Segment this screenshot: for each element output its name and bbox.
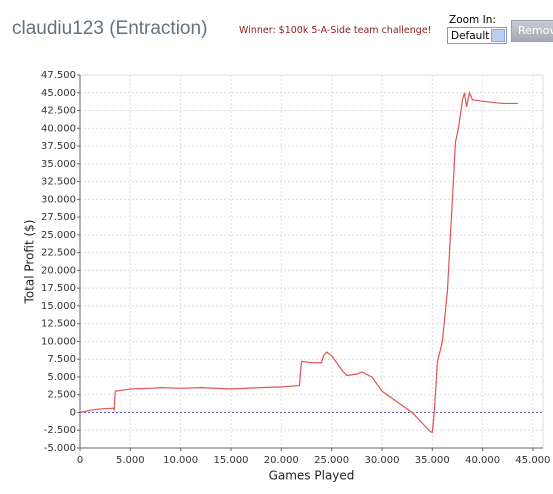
zoom-select[interactable]: Default xyxy=(447,27,507,44)
y-tick-label: 42.500 xyxy=(41,106,76,117)
y-tick-label: 15.000 xyxy=(41,301,76,312)
y-tick-label: 20.000 xyxy=(41,265,76,276)
remove-button[interactable]: Remov xyxy=(511,20,553,42)
profit-line xyxy=(79,90,518,434)
y-tick-label: 10.000 xyxy=(41,336,76,347)
zoom-option[interactable]: Default xyxy=(451,30,490,42)
y-tick-label: 7.500 xyxy=(47,354,76,365)
y-tick-label: 27.500 xyxy=(41,212,76,223)
x-tick-label: 45.000 xyxy=(515,455,550,466)
x-tick-label: 10.000 xyxy=(163,455,198,466)
y-tick-label: -2.500 xyxy=(44,425,76,436)
x-tick-label: 25.000 xyxy=(314,455,349,466)
x-tick-label: 5.000 xyxy=(116,455,145,466)
y-tick-label: 5.000 xyxy=(47,372,76,383)
y-tick-label: 12.500 xyxy=(41,319,76,330)
y-tick-label: 35.000 xyxy=(41,159,76,170)
y-tick-label: -5.000 xyxy=(44,443,76,454)
x-tick-label: 40.000 xyxy=(465,455,500,466)
y-tick-label: 2.500 xyxy=(47,390,76,401)
x-tick-label: 0 xyxy=(77,455,83,466)
y-tick-label: 17.500 xyxy=(41,283,76,294)
x-tick-label: 30.000 xyxy=(364,455,399,466)
button-wrap: Remov xyxy=(511,20,553,42)
y-tick-label: 40.000 xyxy=(41,123,76,134)
x-axis-title: Games Played xyxy=(269,469,355,483)
page-title: claudiu123 (Entraction) xyxy=(12,18,208,39)
dropdown-arrow[interactable] xyxy=(491,29,505,42)
y-tick-label: 22.500 xyxy=(41,248,76,259)
zoom-label: Zoom In: xyxy=(449,14,496,26)
y-tick-label: 32.500 xyxy=(41,177,76,188)
y-tick-label: 45.000 xyxy=(41,88,76,99)
y-tick-label: 30.000 xyxy=(41,194,76,205)
y-tick-label: 25.000 xyxy=(41,230,76,241)
y-tick-label: 47.500 xyxy=(41,70,76,81)
x-tick-label: 20.000 xyxy=(264,455,299,466)
y-tick-label: 0 xyxy=(70,407,76,418)
y-axis-title: Total Profit ($) xyxy=(23,220,37,305)
x-tick-label: 15.000 xyxy=(213,455,248,466)
y-tick-label: 37.500 xyxy=(41,141,76,152)
x-tick-label: 35.000 xyxy=(415,455,450,466)
plot-area xyxy=(79,74,544,449)
notice: Winner: $100k 5-A-Side team challenge! xyxy=(239,25,432,36)
